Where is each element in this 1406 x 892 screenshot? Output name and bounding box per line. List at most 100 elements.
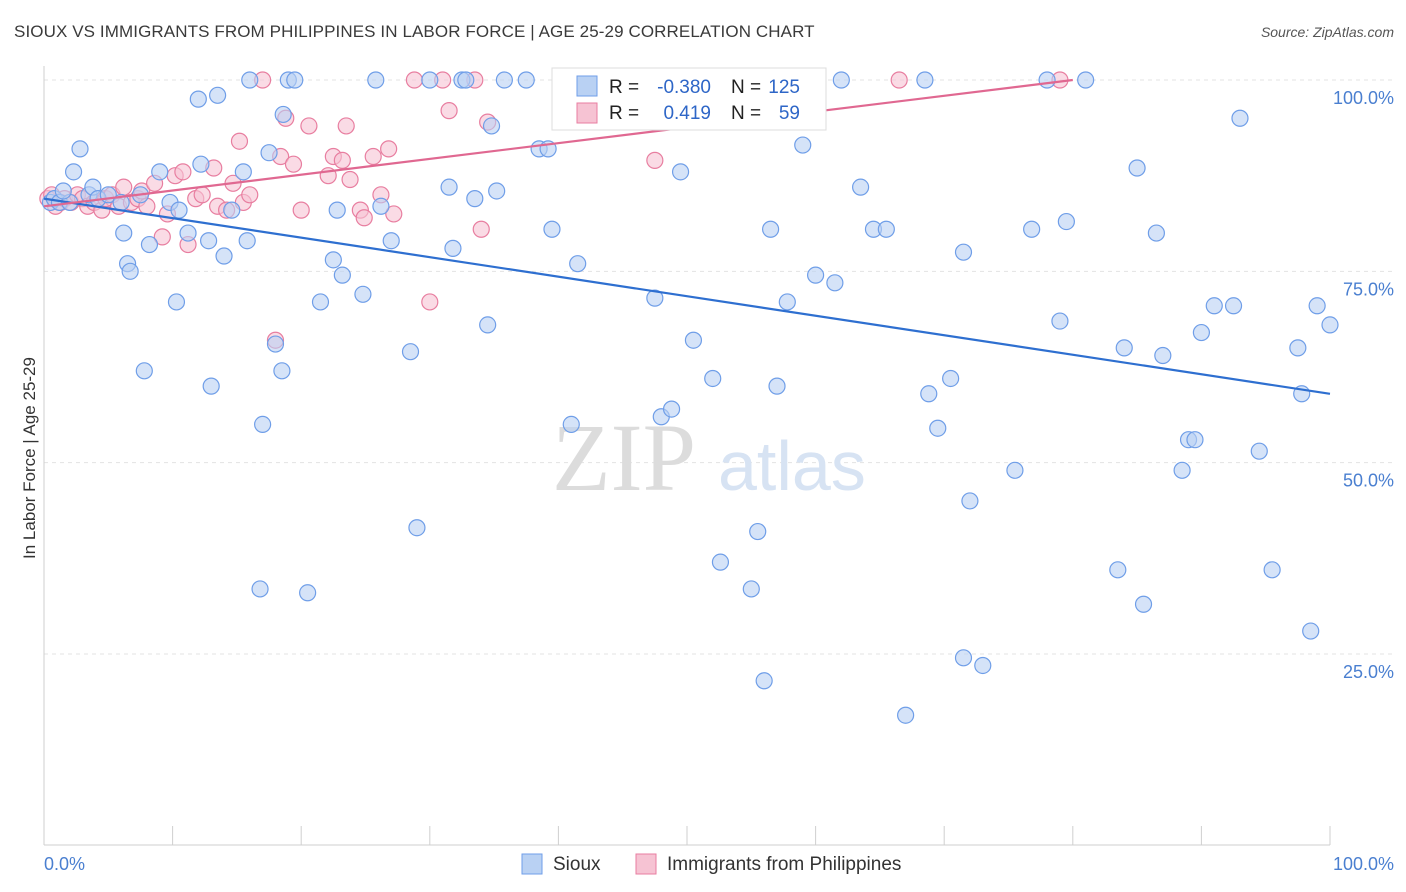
- x-tick-label-max: 100.0%: [1333, 854, 1394, 874]
- sioux-point-92: [942, 369, 960, 388]
- philippines-point-55: [440, 102, 458, 120]
- sioux-point-103: [1109, 561, 1127, 579]
- sioux-point-58: [479, 316, 497, 334]
- sioux-point-21: [170, 201, 188, 219]
- stats-r-value-philippines: 0.419: [663, 103, 711, 124]
- stats-r-label-philippines: R =: [609, 103, 639, 124]
- stats-legend-swatch-sioux: [576, 75, 598, 97]
- sioux-point-112: [1192, 323, 1211, 342]
- sioux-point-26: [202, 377, 220, 395]
- sioux-point-60: [488, 182, 506, 200]
- sioux-point-46: [354, 285, 372, 303]
- sioux-point-61: [495, 71, 513, 89]
- sioux-point-87: [877, 220, 895, 238]
- y-tick-label-100: 100.0%: [1333, 88, 1394, 108]
- sioux-point-18: [151, 163, 169, 181]
- sioux-point-30: [234, 163, 252, 181]
- sioux-point-106: [1134, 595, 1153, 613]
- bottom-legend: Sioux Immigrants from Philippines: [521, 853, 901, 875]
- sioux-point-38: [273, 362, 291, 380]
- stats-n-value-sioux: 125: [768, 77, 800, 98]
- sioux-point-114: [1224, 297, 1243, 315]
- sioux-point-47: [367, 71, 385, 89]
- sioux-point-98: [1023, 220, 1041, 238]
- sioux-point-25: [200, 232, 218, 250]
- sioux-point-65: [543, 220, 561, 238]
- sioux-point-5: [64, 163, 83, 181]
- sioux-point-33: [251, 580, 269, 598]
- y-tick-label-50: 50.0%: [1343, 471, 1394, 491]
- sioux-point-117: [1263, 561, 1281, 579]
- stats-n-label-philippines: N =: [731, 103, 761, 124]
- sioux-point-50: [401, 343, 420, 361]
- sioux-point-118: [1289, 339, 1307, 357]
- sioux-point-104: [1115, 339, 1133, 357]
- philippines-point-23: [174, 163, 192, 181]
- y-tick-label-75: 75.0%: [1343, 279, 1394, 299]
- sioux-point-29: [223, 201, 241, 219]
- legend-swatch-sioux: [521, 853, 543, 875]
- stats-legend: R = -0.380 N = 125 R = 0.419 N = 59: [551, 67, 827, 131]
- sioux-point-59: [482, 117, 501, 135]
- sioux-point-83: [826, 274, 844, 292]
- philippines-point-44: [337, 117, 355, 135]
- sioux-point-94: [954, 243, 973, 261]
- philippines-point-43: [333, 151, 351, 169]
- sioux-point-115: [1231, 109, 1249, 127]
- sioux-point-14: [121, 262, 139, 280]
- philippines-point-31: [230, 132, 249, 150]
- philippines-point-52: [405, 71, 423, 89]
- sioux-point-99: [1038, 71, 1056, 89]
- sioux-point-81: [794, 136, 812, 154]
- sioux-point-44: [328, 201, 346, 219]
- y-axis-label: In Labor Force | Age 25-29: [20, 357, 39, 559]
- sioux-point-77: [755, 672, 773, 690]
- sioux-point-78: [761, 220, 780, 238]
- sioux-point-20: [167, 293, 186, 311]
- sioux-point-52: [421, 71, 439, 89]
- sioux-point-108: [1154, 346, 1172, 365]
- philippines-point-48: [364, 147, 382, 166]
- sioux-point-17: [140, 235, 159, 254]
- sioux-point-36: [266, 335, 285, 353]
- legend-label-sioux: Sioux: [553, 854, 601, 875]
- trend-lines: [43, 78, 1331, 395]
- stats-r-value-sioux: -0.380: [657, 77, 711, 98]
- philippines-point-53: [421, 293, 439, 311]
- sioux-point-121: [1308, 297, 1326, 315]
- sioux-point-23: [189, 90, 207, 108]
- philippines-point-14: [115, 178, 133, 196]
- sioux-point-72: [684, 331, 703, 349]
- philippines-point-45: [341, 170, 359, 189]
- sioux-point-95: [961, 492, 979, 510]
- sioux-point-105: [1128, 159, 1146, 177]
- sioux-point-49: [382, 232, 400, 250]
- sioux-point-90: [920, 385, 938, 403]
- chart-source: Source: ZipAtlas.com: [1260, 24, 1394, 40]
- sioux-point-51: [408, 519, 426, 537]
- sioux-point-68: [646, 289, 664, 307]
- sioux-point-75: [742, 580, 760, 598]
- stats-legend-box: [551, 67, 827, 131]
- sioux-point-120: [1302, 622, 1320, 640]
- philippines-point-60: [890, 71, 908, 89]
- sioux-point-66: [562, 415, 580, 433]
- sioux-point-24: [192, 155, 210, 173]
- sioux-point-22: [179, 224, 197, 242]
- sioux-point-122: [1321, 316, 1339, 334]
- sioux-point-45: [333, 266, 351, 284]
- sioux-point-101: [1057, 212, 1075, 231]
- legend-label-philippines: Immigrants from Philippines: [667, 854, 901, 875]
- sioux-point-16: [135, 362, 153, 380]
- sioux-point-37: [274, 105, 292, 124]
- sioux-point-109: [1173, 461, 1191, 479]
- sioux-point-91: [929, 419, 947, 437]
- sioux-point-34: [254, 415, 272, 433]
- sioux-point-70: [662, 400, 681, 418]
- stats-n-label-sioux: N =: [731, 77, 761, 98]
- sioux-point-56: [457, 71, 475, 89]
- sioux-point-43: [324, 251, 342, 269]
- sioux-point-71: [671, 163, 690, 181]
- sioux-point-35: [260, 144, 278, 162]
